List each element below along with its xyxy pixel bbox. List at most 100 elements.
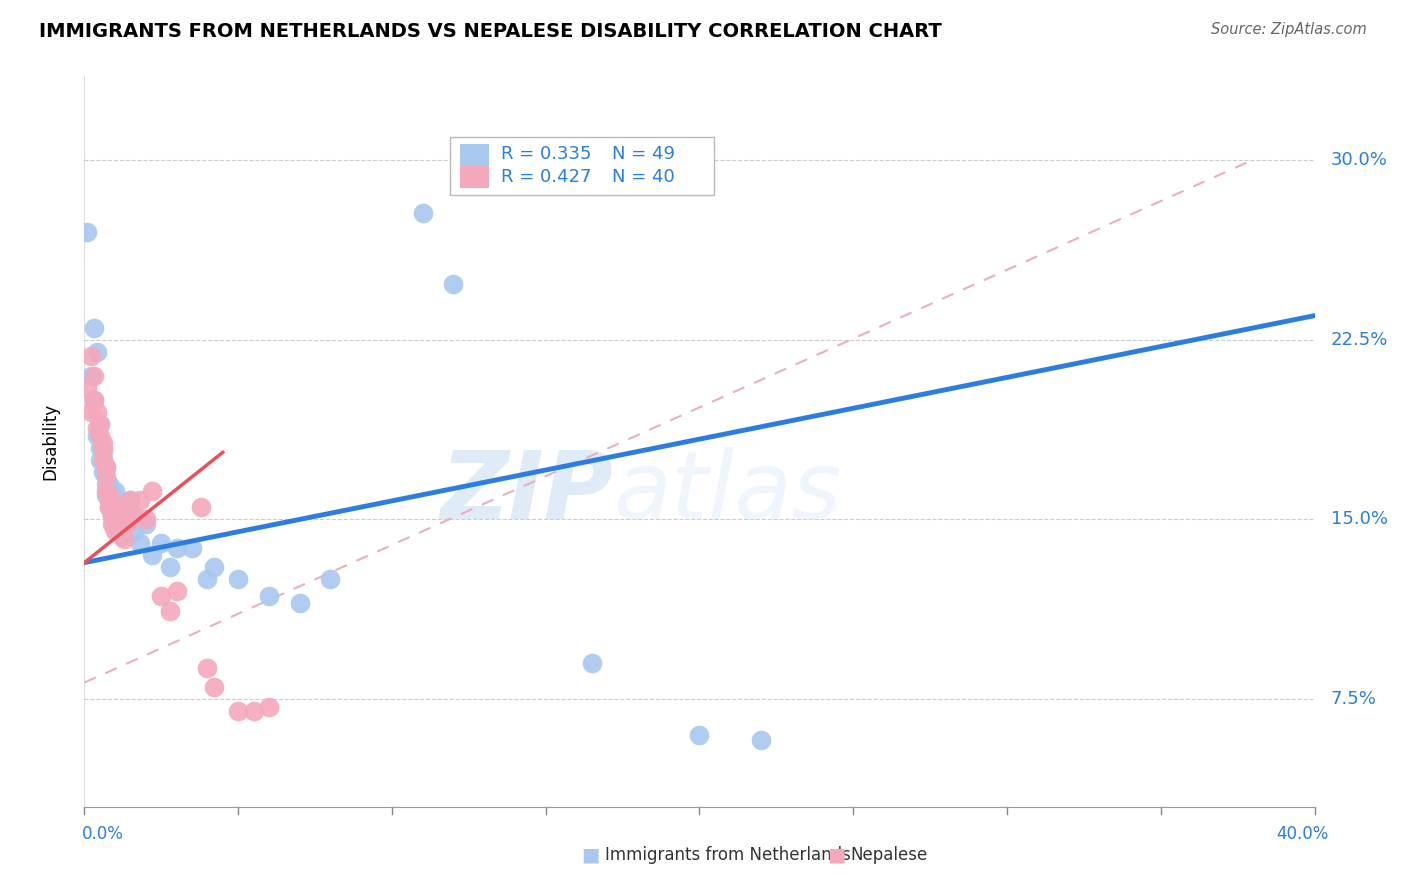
- Point: [89, 452, 111, 467]
- Point: [112, 532, 135, 546]
- Text: Nepalese: Nepalese: [851, 846, 928, 863]
- Point: [110, 529, 132, 543]
- Point: [242, 704, 264, 718]
- Point: [749, 733, 772, 747]
- Point: [91, 452, 114, 467]
- Point: [98, 476, 120, 491]
- Point: [98, 493, 120, 508]
- Point: [166, 584, 188, 599]
- Point: [110, 500, 132, 515]
- Point: [101, 508, 124, 522]
- Point: [104, 524, 127, 539]
- Point: [86, 428, 108, 442]
- Point: [104, 500, 127, 515]
- Text: 30.0%: 30.0%: [1330, 151, 1388, 169]
- Point: [581, 657, 603, 671]
- Point: [181, 541, 204, 556]
- Text: 0.0%: 0.0%: [82, 825, 124, 843]
- Point: [122, 524, 145, 539]
- Point: [91, 452, 114, 467]
- Point: [94, 476, 117, 491]
- Point: [257, 589, 280, 603]
- Text: IMMIGRANTS FROM NETHERLANDS VS NEPALESE DISABILITY CORRELATION CHART: IMMIGRANTS FROM NETHERLANDS VS NEPALESE …: [39, 22, 942, 41]
- Point: [101, 488, 124, 502]
- Point: [104, 517, 127, 532]
- FancyBboxPatch shape: [460, 144, 489, 166]
- Point: [86, 421, 108, 435]
- Point: [83, 368, 105, 383]
- Point: [135, 512, 157, 526]
- Text: R = 0.335: R = 0.335: [502, 145, 592, 163]
- Point: [86, 344, 108, 359]
- Point: [159, 560, 181, 574]
- Point: [76, 225, 98, 239]
- Point: [101, 508, 124, 522]
- Point: [104, 508, 127, 522]
- Point: [226, 573, 249, 587]
- Point: [98, 493, 120, 508]
- Point: [79, 404, 101, 418]
- Point: [107, 512, 129, 526]
- Text: 40.0%: 40.0%: [1277, 825, 1329, 843]
- Point: [89, 417, 111, 431]
- Point: [190, 500, 212, 515]
- Point: [112, 517, 135, 532]
- Point: [166, 541, 188, 556]
- Text: Disability: Disability: [41, 403, 59, 480]
- Point: [202, 681, 225, 695]
- Text: 7.5%: 7.5%: [1330, 690, 1376, 708]
- Point: [83, 320, 105, 334]
- Text: N = 49: N = 49: [612, 145, 675, 163]
- Point: [89, 417, 111, 431]
- Text: Source: ZipAtlas.com: Source: ZipAtlas.com: [1211, 22, 1367, 37]
- Point: [89, 441, 111, 455]
- Point: [689, 728, 711, 742]
- Point: [94, 469, 117, 483]
- Point: [83, 392, 105, 407]
- Text: ■: ■: [827, 845, 846, 864]
- Point: [104, 483, 127, 498]
- Point: [159, 604, 181, 618]
- Point: [98, 488, 120, 502]
- Point: [86, 404, 108, 418]
- Point: [202, 560, 225, 574]
- Point: [257, 699, 280, 714]
- Point: [135, 517, 157, 532]
- Point: [117, 517, 139, 532]
- Point: [197, 573, 219, 587]
- Point: [122, 508, 145, 522]
- Point: [197, 661, 219, 675]
- Point: [107, 524, 129, 539]
- Point: [117, 500, 139, 515]
- Point: [120, 493, 142, 508]
- Text: Immigrants from Netherlands: Immigrants from Netherlands: [605, 846, 851, 863]
- Point: [288, 596, 311, 610]
- Point: [76, 381, 98, 395]
- Point: [319, 573, 342, 587]
- Point: [412, 205, 434, 219]
- FancyBboxPatch shape: [450, 136, 714, 195]
- Point: [83, 392, 105, 407]
- Point: [94, 483, 117, 498]
- Point: [141, 549, 163, 563]
- Point: [150, 536, 173, 550]
- Point: [120, 493, 142, 508]
- Text: R = 0.427: R = 0.427: [502, 168, 592, 186]
- Point: [91, 465, 114, 479]
- Point: [89, 428, 111, 442]
- Point: [94, 488, 117, 502]
- Text: N = 40: N = 40: [612, 168, 675, 186]
- Point: [91, 435, 114, 450]
- Point: [150, 589, 173, 603]
- Point: [128, 493, 150, 508]
- Point: [141, 483, 163, 498]
- Point: [79, 350, 101, 364]
- Point: [101, 517, 124, 532]
- Point: [226, 704, 249, 718]
- Text: ZIP: ZIP: [440, 447, 613, 539]
- Point: [128, 536, 150, 550]
- FancyBboxPatch shape: [460, 166, 489, 187]
- Point: [443, 277, 465, 292]
- Point: [98, 500, 120, 515]
- Text: atlas: atlas: [613, 447, 842, 538]
